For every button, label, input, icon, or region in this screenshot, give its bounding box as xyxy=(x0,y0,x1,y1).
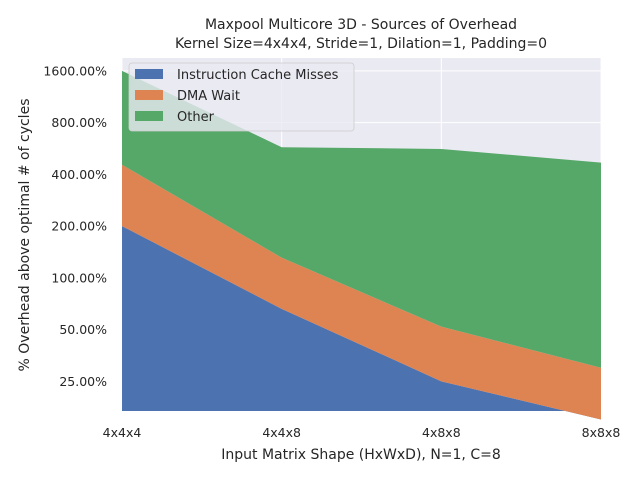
area-series-1 xyxy=(122,226,601,420)
legend: Instruction Cache Misses DMA Wait Other xyxy=(128,62,355,132)
legend-frame xyxy=(128,62,355,132)
x-tick-label: 4x4x4 xyxy=(103,425,142,440)
legend-label: Instruction Cache Misses xyxy=(177,68,339,83)
x-axis-label: Input Matrix Shape (HxWxD), N=1, C=8 xyxy=(221,447,501,463)
x-tick-label: 4x4x8 xyxy=(262,425,301,440)
y-tick-label: 25.00% xyxy=(59,374,107,389)
legend-swatch xyxy=(135,111,163,121)
legend-label: Other xyxy=(177,110,215,125)
x-tick-label: 4x8x8 xyxy=(422,425,461,440)
y-tick-label: 400.00% xyxy=(51,167,107,182)
y-tick-label: 100.00% xyxy=(51,270,107,285)
y-tick-label: 200.00% xyxy=(51,219,107,234)
x-tick-labels: 4x4x4 4x4x8 4x8x8 8x8x8 xyxy=(103,425,621,440)
chart-title: Maxpool Multicore 3D - Sources of Overhe… xyxy=(205,17,517,33)
y-axis-label: % Overhead above optimal # of cycles xyxy=(17,99,33,372)
chart-subtitle: Kernel Size=4x4x4, Stride=1, Dilation=1,… xyxy=(175,36,547,52)
y-tick-label: 1600.00% xyxy=(43,63,107,78)
legend-swatch xyxy=(135,69,163,79)
legend-swatch xyxy=(135,90,163,100)
area-series-3 xyxy=(122,70,601,368)
y-tick-labels: 25.00% 50.00% 100.00% 200.00% 400.00% 800.00%… xyxy=(43,63,107,388)
y-tick-label: 800.00% xyxy=(51,115,107,130)
area-series-2 xyxy=(122,164,601,420)
x-tick-label: 8x8x8 xyxy=(582,425,621,440)
y-tick-label: 50.00% xyxy=(59,322,107,337)
area-series xyxy=(122,70,601,420)
legend-label: DMA Wait xyxy=(177,89,240,104)
